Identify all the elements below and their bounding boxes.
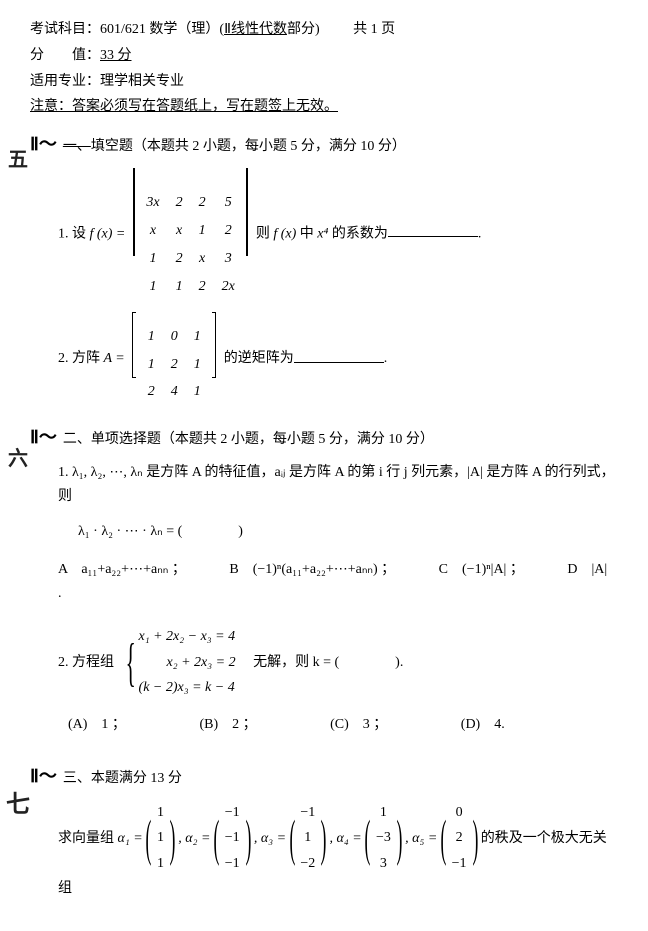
vector-a4: (1−33) <box>365 800 401 877</box>
q1-matrix: 3x225 xx12 12x3 1122x <box>138 189 242 300</box>
section-3-text: 三、本题满分 13 分 <box>63 771 182 786</box>
q21-options: A a₁₁+a₂₂+⋯+aₙₙ ； B (−1)ⁿ(a₁₁+a₂₂+⋯+aₙₙ)… <box>58 558 618 606</box>
a3-lbl: , α₃ = <box>254 830 290 845</box>
matrix-icon: 101 121 241 <box>132 312 216 406</box>
section-1-title: 五 Ⅱ～一、填空题（本题共 2 小题，每小题 5 分，满分 10 分） <box>30 129 618 160</box>
notice-value: 答案必须写在答题纸上，写在题签上无效。 <box>72 99 338 114</box>
q1-prefix: 1. 设 <box>58 226 90 241</box>
q22-suffix: 无解，则 k = ( ). <box>239 655 403 670</box>
vector-a1: (111) <box>146 800 175 877</box>
hand-annotation-6: 六 <box>8 442 28 476</box>
opt-21-b: B (−1)ⁿ(a₁₁+a₂₂+⋯+aₙₙ) ； <box>229 562 395 577</box>
header-major: 适用专业：理学相关专业 <box>30 70 618 94</box>
a5-lbl: , α₅ = <box>405 830 441 845</box>
header-subject: 考试科目：601/621 数学（理）(Ⅱ线性代数部分) 共 1 页 <box>30 18 618 42</box>
section-annotation-1: Ⅱ～ <box>30 129 57 160</box>
section-annotation-2: Ⅱ～ <box>30 422 57 453</box>
q2-A: A = <box>104 352 129 367</box>
problem-2-2: 2. 方程组 { x₁ + 2x₂ − x₃ = 4 x₂ + 2x₃ = 2 … <box>58 624 618 737</box>
hand-annotation-5: 五 <box>8 143 28 177</box>
opt-21-c: C (−1)ⁿ|A| ； <box>439 562 524 577</box>
brace-icon: { <box>125 640 135 685</box>
opt-22-c: (C) 3 ； <box>330 717 387 732</box>
problem-1-1: 1. 设 f (x) = 3x225 xx12 12x3 1122x 则 f (… <box>58 168 618 301</box>
q1-mid2: 中 <box>296 226 317 241</box>
opt-22-b: (B) 2 ； <box>199 717 256 732</box>
header-notice: 注意：答案必须写在答题纸上，写在题签上无效。 <box>30 95 618 119</box>
q1-mid: 则 <box>256 226 274 241</box>
page-count: 共 1 页 <box>353 22 395 37</box>
blank-2 <box>294 349 384 363</box>
determinant-icon: 3x225 xx12 12x3 1122x <box>133 168 248 301</box>
subject-label: 考试科目： <box>30 22 100 37</box>
section-2-text: 二、单项选择题（本题共 2 小题，每小题 5 分，满分 10 分） <box>63 432 434 447</box>
q1-x4: x⁴ <box>317 226 328 241</box>
a2-lbl: , α₂ = <box>178 830 214 845</box>
subject-suffix: 部分) <box>287 22 320 37</box>
section-1-text: 填空题（本题共 2 小题，每小题 5 分，满分 10 分） <box>91 139 406 154</box>
vector-a2: (−1−1−1) <box>214 800 250 877</box>
q1-suffix: 的系数为 <box>328 226 388 241</box>
q21-text: 1. λ₁, λ₂, ⋯, λₙ 是方阵 A 的特征值，aᵢⱼ 是方阵 A 的第… <box>58 461 618 509</box>
subject-part: Ⅱ线性代数 <box>224 22 287 37</box>
equation-system: x₁ + 2x₂ − x₃ = 4 x₂ + 2x₃ = 2 (k − 2)x₃… <box>139 624 236 701</box>
opt-22-d: (D) 4. <box>461 717 505 732</box>
section-annotation-3: Ⅱ～ <box>30 761 57 792</box>
hand-annotation-7: 七 <box>6 785 30 826</box>
blank-1 <box>388 223 478 237</box>
q21-eq: λ₁ · λ₂ · ⋯ · λₙ = ( ) <box>78 520 618 544</box>
notice-label: 注意： <box>30 99 72 114</box>
q1-period: . <box>478 226 482 241</box>
major-value: 理学相关专业 <box>100 74 184 89</box>
q2-period: . <box>384 352 388 367</box>
q22-options: (A) 1 ； (B) 2 ； (C) 3 ； (D) 4. <box>68 713 618 737</box>
score-value: 33 分 <box>100 48 132 63</box>
q2-suffix: 的逆矩阵为 <box>224 352 294 367</box>
q3-prefix: 求向量组 <box>58 830 118 845</box>
a4-lbl: , α₄ = <box>330 830 366 845</box>
vector-a5: (02−1) <box>441 800 477 877</box>
subject-code: 601/621 数学（理）( <box>100 22 224 37</box>
section-1-num: 一、 <box>63 139 91 154</box>
vector-a3: (−11−2) <box>290 800 326 877</box>
q1-fx: f (x) <box>273 226 296 241</box>
score-label: 分 值： <box>30 48 100 63</box>
header-score: 分 值：33 分 <box>30 44 618 68</box>
section-3-title: 七 Ⅱ～三、本题满分 13 分 <box>30 761 618 792</box>
opt-22-a: (A) 1 ； <box>68 717 126 732</box>
problem-1-2: 2. 方阵 A = 101 121 241 的逆矩阵为. <box>58 312 618 406</box>
q2-matrix: 101 121 241 <box>140 323 209 406</box>
major-label: 适用专业： <box>30 74 100 89</box>
problem-2-1: 1. λ₁, λ₂, ⋯, λₙ 是方阵 A 的特征值，aᵢⱼ 是方阵 A 的第… <box>58 461 618 606</box>
q2-prefix: 2. 方阵 <box>58 352 104 367</box>
opt-21-a: A a₁₁+a₂₂+⋯+aₙₙ ； <box>58 562 186 577</box>
problem-3: 求向量组 α₁ = (111) , α₂ = (−1−1−1) , α₃ = (… <box>58 800 618 901</box>
q22-prefix: 2. 方程组 <box>58 655 118 670</box>
q1-func: f (x) = <box>90 226 129 241</box>
a1-lbl: α₁ = <box>118 830 147 845</box>
section-2-title: 六 Ⅱ～二、单项选择题（本题共 2 小题，每小题 5 分，满分 10 分） <box>30 422 618 453</box>
